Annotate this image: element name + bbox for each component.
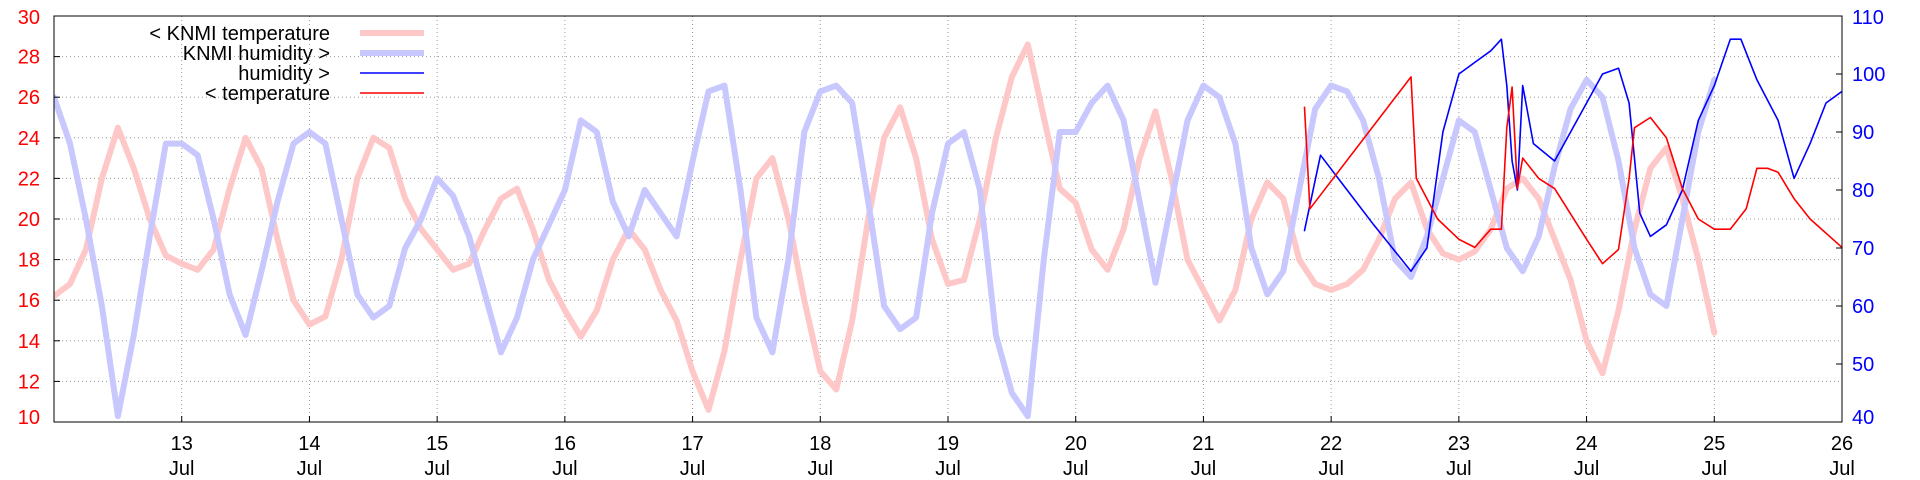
y-left-tick-label: 20 [18,209,40,231]
y-left-tick-label: 10 [18,407,40,429]
legend-label: KNMI humidity > [183,43,330,65]
x-tick-day: 20 [1065,433,1087,455]
y-right-tick-label: 90 [1852,122,1874,144]
x-tick-month: Jul [169,458,195,480]
x-axis: 13 Jul 14 Jul 15 Jul 16 Jul 17 Jul 18 Jul 19 Jul 20 Jul… [169,416,1855,480]
y-right-tick-label: 100 [1852,64,1885,86]
x-tick-day: 15 [426,433,448,455]
x-tick-day: 24 [1575,433,1597,455]
x-tick-day: 19 [937,433,959,455]
series-line-4 [1303,76,1842,265]
x-tick-day: 17 [681,433,703,455]
x-tick-month: Jul [1191,458,1217,480]
y-right-tick-label: 80 [1852,180,1874,202]
x-tick-day: 16 [554,433,576,455]
x-tick-month: Jul [1318,458,1344,480]
y-left-tick-label: 12 [18,371,40,393]
y-right-tick-label: 60 [1852,296,1874,318]
x-tick-day: 14 [298,433,320,455]
y-right-axis: 40 50 60 70 80 90 100 110 [1836,7,1885,429]
y-left-tick-label: 28 [18,47,40,69]
series-line-2 [54,76,1718,420]
x-tick-day: 22 [1320,433,1342,455]
legend-label: < temperature [205,83,330,105]
y-left-tick-label: 24 [18,128,40,150]
y-right-tick-label: 40 [1852,407,1874,429]
x-tick-month: Jul [1574,458,1600,480]
x-tick-month: Jul [1446,458,1472,480]
x-tick-day: 26 [1831,433,1853,455]
x-tick-month: Jul [680,458,706,480]
y-right-tick-label: 110 [1852,7,1884,29]
y-right-tick-label: 50 [1852,354,1874,376]
x-tick-day: 13 [171,433,193,455]
legend-label: < KNMI temperature [149,23,330,45]
x-tick-month: Jul [297,458,323,480]
y-left-tick-label: 26 [18,87,40,109]
legend-label: humidity > [238,63,330,85]
y-left-axis: 10 12 14 16 18 20 22 24 26 28 30 [18,7,60,429]
x-tick-month: Jul [807,458,833,480]
y-left-tick-label: 14 [18,331,40,353]
x-tick-month: Jul [1063,458,1089,480]
x-tick-day: 21 [1192,433,1214,455]
series-line-3 [1303,38,1842,273]
series-line-1 [54,41,1718,413]
series-layer [54,38,1842,420]
x-tick-day: 25 [1703,433,1725,455]
x-tick-month: Jul [552,458,578,480]
x-tick-month: Jul [1701,458,1727,480]
x-tick-day: 23 [1448,433,1470,455]
y-left-tick-label: 16 [18,290,40,312]
x-tick-day: 18 [809,433,831,455]
y-left-tick-label: 22 [18,168,40,190]
x-tick-month: Jul [424,458,450,480]
y-right-tick-label: 70 [1852,238,1874,260]
x-tick-month: Jul [1829,458,1855,480]
x-tick-month: Jul [935,458,961,480]
y-left-tick-label: 18 [18,250,40,272]
y-left-tick-label: 30 [18,7,40,29]
